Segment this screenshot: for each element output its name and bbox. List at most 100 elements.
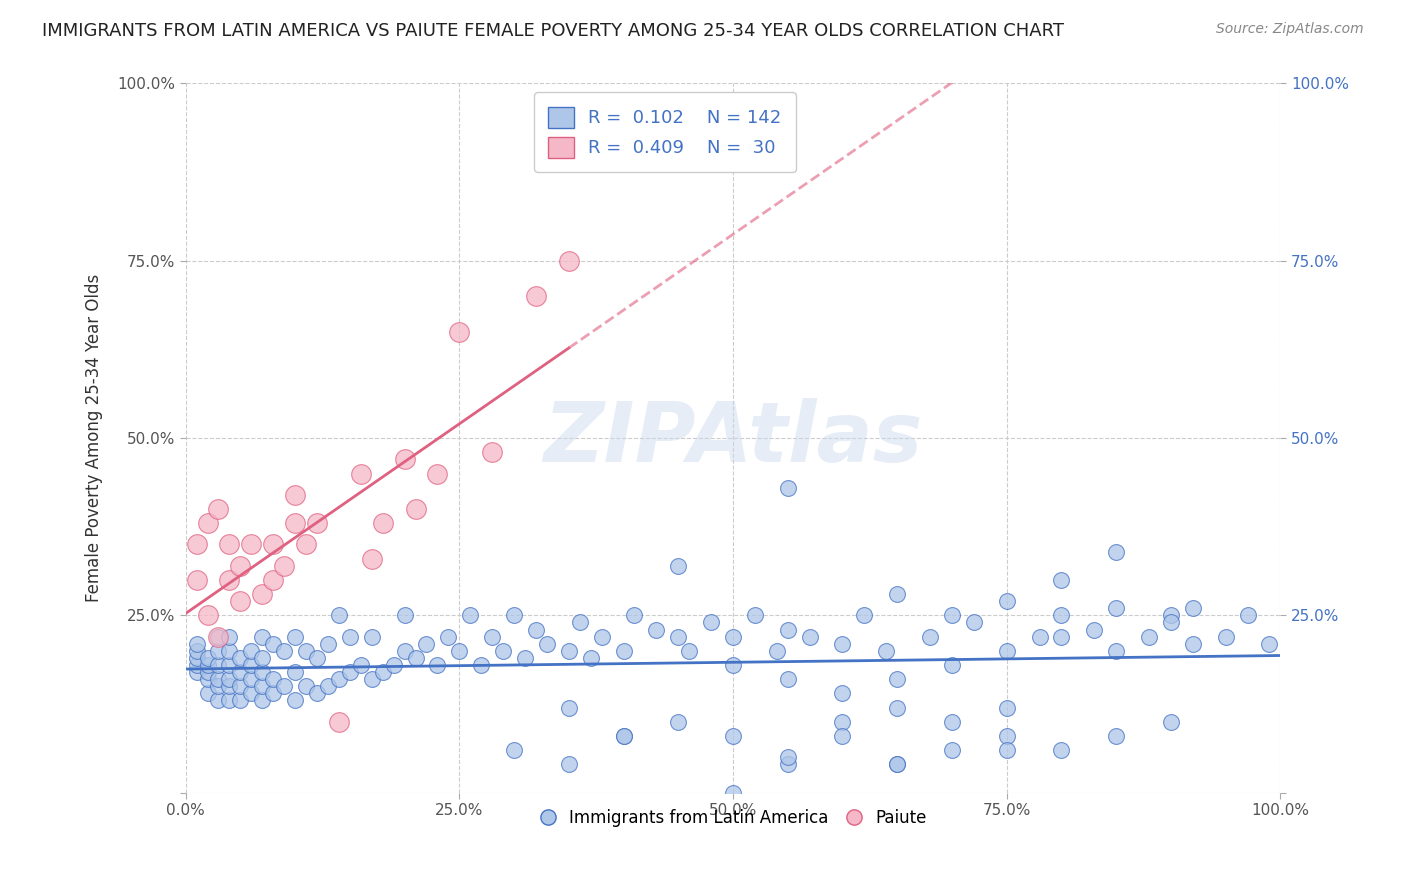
Point <box>458 608 481 623</box>
Point <box>218 537 240 551</box>
Point <box>1181 637 1204 651</box>
Point <box>273 644 295 658</box>
Point <box>492 644 515 658</box>
Point <box>1236 608 1258 623</box>
Point <box>284 693 307 707</box>
Point <box>886 757 908 772</box>
Point <box>558 700 581 714</box>
Point <box>240 686 263 700</box>
Point <box>886 672 908 686</box>
Point <box>371 516 394 530</box>
Point <box>262 686 284 700</box>
Point <box>240 672 263 686</box>
Point <box>197 658 219 673</box>
Point <box>1160 608 1182 623</box>
Point <box>186 637 208 651</box>
Point <box>831 637 853 651</box>
Point <box>252 665 274 679</box>
Point <box>305 651 328 665</box>
Point <box>218 644 240 658</box>
Text: IMMIGRANTS FROM LATIN AMERICA VS PAIUTE FEMALE POVERTY AMONG 25-34 YEAR OLDS COR: IMMIGRANTS FROM LATIN AMERICA VS PAIUTE … <box>42 22 1064 40</box>
Point <box>1160 615 1182 630</box>
Point <box>229 665 252 679</box>
Point <box>721 630 744 644</box>
Point <box>339 630 361 644</box>
Point <box>382 658 405 673</box>
Point <box>350 467 373 481</box>
Point <box>197 516 219 530</box>
Point <box>1105 601 1128 615</box>
Point <box>623 608 645 623</box>
Point <box>612 644 634 658</box>
Text: ZIPAtlas: ZIPAtlas <box>543 398 922 478</box>
Point <box>360 630 382 644</box>
Point <box>197 651 219 665</box>
Point <box>744 608 766 623</box>
Point <box>886 757 908 772</box>
Point <box>328 608 350 623</box>
Point <box>831 714 853 729</box>
Point <box>252 630 274 644</box>
Point <box>186 665 208 679</box>
Point <box>295 644 318 658</box>
Point <box>666 714 689 729</box>
Point <box>853 608 876 623</box>
Point <box>721 658 744 673</box>
Point <box>1105 644 1128 658</box>
Point <box>995 743 1018 757</box>
Point <box>207 693 229 707</box>
Point <box>218 679 240 693</box>
Point <box>339 665 361 679</box>
Point <box>207 679 229 693</box>
Point <box>995 644 1018 658</box>
Point <box>1137 630 1160 644</box>
Point <box>503 743 526 757</box>
Point <box>405 502 427 516</box>
Point <box>1050 743 1073 757</box>
Point <box>1050 608 1073 623</box>
Point <box>305 686 328 700</box>
Point <box>262 637 284 651</box>
Point <box>678 644 700 658</box>
Point <box>371 665 394 679</box>
Legend: Immigrants from Latin America, Paiute: Immigrants from Latin America, Paiute <box>533 803 934 834</box>
Point <box>218 693 240 707</box>
Point <box>875 644 897 658</box>
Point <box>284 488 307 502</box>
Point <box>328 672 350 686</box>
Point <box>1160 714 1182 729</box>
Point <box>524 289 547 303</box>
Point <box>252 651 274 665</box>
Point <box>612 729 634 743</box>
Point <box>240 644 263 658</box>
Point <box>394 644 416 658</box>
Point <box>394 608 416 623</box>
Point <box>995 729 1018 743</box>
Point <box>700 615 723 630</box>
Point <box>328 714 350 729</box>
Point <box>295 537 318 551</box>
Point <box>284 630 307 644</box>
Point <box>941 658 963 673</box>
Point <box>536 637 558 651</box>
Point <box>218 630 240 644</box>
Point <box>470 658 492 673</box>
Point <box>612 729 634 743</box>
Point <box>394 452 416 467</box>
Point <box>207 502 229 516</box>
Point <box>252 693 274 707</box>
Point <box>405 651 427 665</box>
Point <box>207 630 229 644</box>
Point <box>449 644 471 658</box>
Point <box>207 658 229 673</box>
Point <box>645 623 668 637</box>
Point <box>776 750 799 764</box>
Point <box>197 686 219 700</box>
Point <box>218 658 240 673</box>
Point <box>360 672 382 686</box>
Point <box>186 537 208 551</box>
Point <box>995 594 1018 608</box>
Point <box>513 651 536 665</box>
Point <box>1028 630 1050 644</box>
Point <box>316 637 339 651</box>
